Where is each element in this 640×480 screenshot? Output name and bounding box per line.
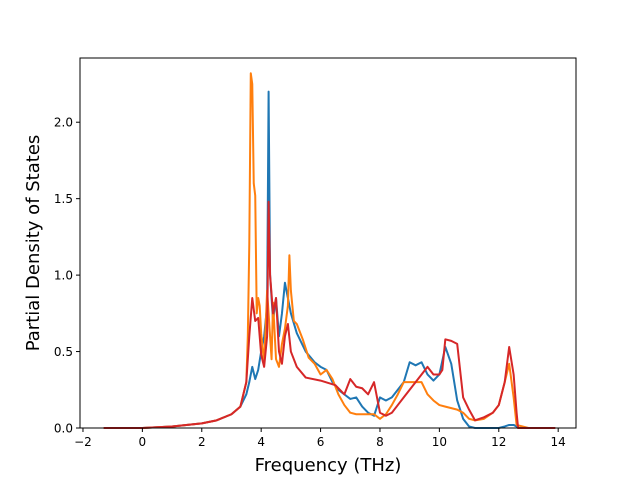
y-tick-label: 2.0 <box>54 116 73 130</box>
x-tick-label: 10 <box>432 435 447 449</box>
y-tick-label: 0.0 <box>54 422 73 436</box>
y-axis-label: Partial Density of States <box>23 135 44 352</box>
series-line-3 <box>103 200 556 429</box>
x-axis-ticks: −2 0 2 4 6 8 10 12 14 <box>74 428 566 449</box>
plot-frame <box>79 57 577 429</box>
x-axis-label: Frequency (THz) <box>255 455 402 476</box>
x-tick-label: 4 <box>257 435 265 449</box>
x-tick-label: 0 <box>139 435 147 449</box>
x-tick-label: 12 <box>491 435 506 449</box>
plot-area <box>80 58 576 428</box>
x-tick-label: 8 <box>376 435 384 449</box>
x-tick-label: 2 <box>198 435 206 449</box>
series-layer <box>103 72 556 429</box>
y-tick-label: 1.0 <box>54 269 73 283</box>
series-line-2 <box>103 72 556 429</box>
x-tick-label: −2 <box>74 435 92 449</box>
y-tick-label: 0.5 <box>54 345 73 359</box>
y-tick-label: 1.5 <box>54 192 73 206</box>
x-tick-label: 14 <box>551 435 566 449</box>
x-tick-label: 6 <box>317 435 325 449</box>
series-line-1 <box>103 90 556 429</box>
y-axis-ticks: 0.0 0.5 1.0 1.5 2.0 <box>54 116 80 436</box>
